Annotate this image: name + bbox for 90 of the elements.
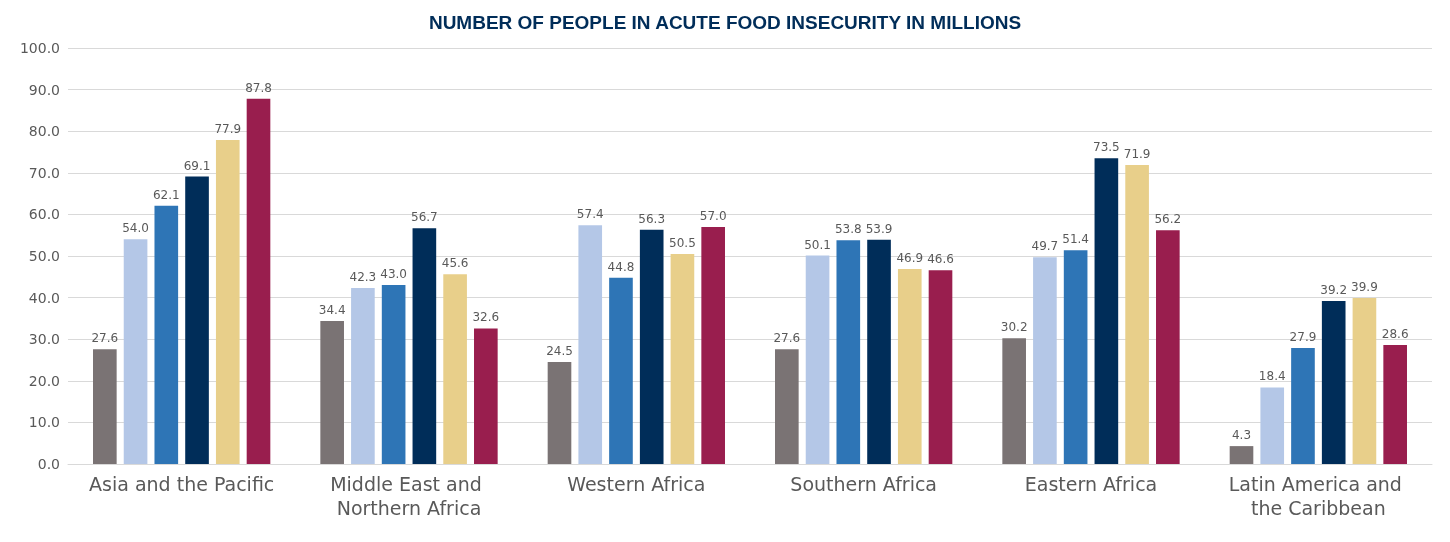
bar	[578, 225, 603, 464]
bar	[775, 349, 799, 464]
bar	[1260, 387, 1285, 464]
data-label: 18.4	[1258, 369, 1286, 384]
data-label: 28.6	[1381, 327, 1409, 342]
bar	[1063, 250, 1088, 464]
bar	[1383, 345, 1407, 464]
data-label: 71.9	[1123, 146, 1151, 161]
data-label: 50.1	[804, 237, 831, 252]
bar	[1352, 298, 1377, 464]
data-label: 62.1	[152, 187, 180, 202]
bar	[928, 270, 953, 464]
data-label: 73.5	[1093, 140, 1120, 155]
x-tick-label: Southern Africa	[790, 473, 937, 495]
bar	[867, 239, 891, 464]
bar	[185, 176, 209, 464]
data-label: 46.9	[896, 250, 924, 265]
bar	[1094, 158, 1119, 464]
data-label: 32.6	[472, 310, 500, 325]
bar	[123, 239, 148, 464]
y-tick-label: 90.0	[28, 81, 60, 98]
data-label: 43.0	[380, 267, 407, 282]
bar	[93, 349, 117, 464]
data-label: 4.3	[1231, 428, 1252, 443]
bar	[246, 98, 271, 464]
bar	[154, 205, 179, 464]
bar	[443, 274, 467, 464]
data-label: 56.3	[638, 211, 666, 226]
data-label: 57.4	[576, 207, 604, 222]
bar	[351, 288, 375, 464]
bar	[1156, 230, 1180, 464]
bar	[897, 268, 922, 464]
y-tick-label: 70.0	[28, 164, 60, 181]
y-tick-label: 10.0	[28, 414, 60, 431]
chart-title: NUMBER OF PEOPLE IN ACUTE FOOD INSECURITY IN MILLIONS	[428, 12, 1022, 33]
bar	[639, 229, 664, 464]
y-tick-label: 60.0	[28, 206, 60, 223]
x-tick-label: Asia and the Pacific	[89, 473, 275, 495]
data-label: 53.8	[834, 222, 862, 237]
bar	[381, 285, 406, 464]
bar	[609, 277, 633, 464]
y-tick-label: 40.0	[28, 289, 60, 306]
data-label: 27.6	[773, 331, 801, 346]
data-label: 39.9	[1351, 280, 1378, 295]
bar	[1291, 347, 1315, 464]
data-label: 49.7	[1031, 239, 1059, 254]
data-label: 56.7	[411, 210, 438, 225]
data-label: 56.2	[1154, 212, 1182, 227]
data-label: 69.1	[183, 158, 211, 173]
data-label: 27.9	[1289, 329, 1317, 344]
data-label: 27.6	[91, 331, 119, 346]
data-label: 44.8	[607, 259, 635, 274]
y-tick-label: 20.0	[28, 372, 60, 389]
data-label: 46.6	[927, 252, 954, 267]
data-label: 42.3	[349, 270, 377, 285]
bar	[412, 228, 437, 464]
x-tick-label: Eastern Africa	[1024, 473, 1158, 495]
y-tick-label: 100.0	[19, 40, 60, 56]
data-label: 87.8	[245, 80, 272, 95]
data-label: 50.5	[669, 235, 696, 250]
data-label: 51.4	[1062, 232, 1089, 247]
bar	[320, 320, 344, 464]
y-tick-label: 0.0	[37, 456, 60, 472]
data-label: 77.9	[214, 121, 242, 136]
bar	[1229, 446, 1254, 464]
bar	[805, 255, 830, 464]
y-tick-label: 50.0	[28, 248, 60, 264]
bar	[215, 139, 240, 464]
data-label: 39.2	[1320, 282, 1348, 297]
bar	[1125, 164, 1149, 464]
data-label: 57.0	[699, 208, 727, 223]
bar	[670, 253, 695, 464]
data-label: 45.6	[441, 256, 469, 271]
x-tick-label: Western Africa	[567, 473, 706, 495]
bar	[547, 362, 572, 464]
bar	[836, 240, 861, 464]
data-label: 54.0	[122, 221, 149, 236]
bar	[474, 328, 498, 464]
y-tick-label: 80.0	[28, 123, 60, 140]
data-label: 34.4	[318, 302, 346, 317]
bar	[1321, 300, 1346, 464]
bar	[1002, 338, 1026, 464]
bar	[1033, 257, 1057, 464]
x-tick-label: Middle East and Northern Africa	[330, 473, 488, 519]
x-tick-label: Latin America and the Caribbean	[1228, 473, 1408, 519]
data-label: 30.2	[1000, 320, 1028, 335]
y-tick-label: 30.0	[28, 331, 60, 348]
data-label: 24.5	[546, 344, 573, 359]
data-label: 53.9	[865, 221, 893, 236]
bar	[701, 226, 725, 464]
